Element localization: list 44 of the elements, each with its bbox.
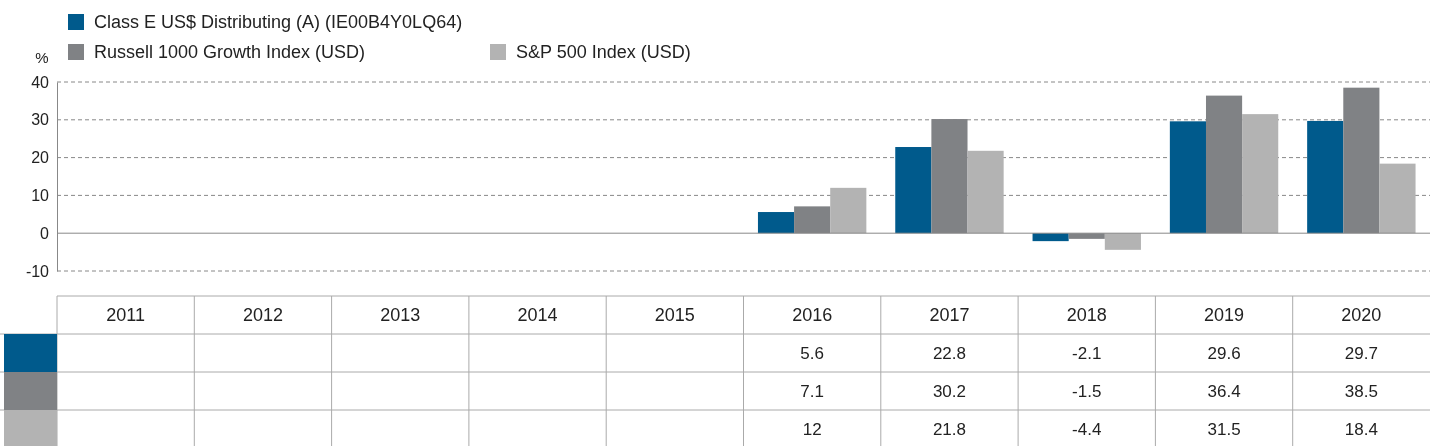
data-label: -4.4 bbox=[1072, 420, 1102, 439]
bar bbox=[1242, 114, 1279, 234]
bar bbox=[757, 212, 795, 234]
x-tick-label: 2016 bbox=[792, 305, 833, 325]
data-label: 21.8 bbox=[932, 420, 966, 439]
bar bbox=[1104, 233, 1141, 250]
bar bbox=[830, 187, 867, 234]
y-tick-label: 10 bbox=[31, 187, 50, 205]
bar bbox=[895, 147, 932, 234]
legend-label: Russell 1000 Growth Index (USD) bbox=[94, 42, 366, 62]
y-tick-label: 20 bbox=[31, 149, 50, 167]
data-label: 31.5 bbox=[1207, 420, 1241, 439]
bar bbox=[1169, 121, 1206, 234]
x-tick-label: 2014 bbox=[517, 305, 558, 325]
y-tick-label: 0 bbox=[40, 224, 50, 242]
x-tick-label: 2019 bbox=[1204, 305, 1245, 325]
y-axis-title: % bbox=[35, 49, 49, 66]
bar bbox=[1379, 163, 1416, 234]
data-label: -1.5 bbox=[1072, 382, 1102, 401]
x-tick-label: 2015 bbox=[654, 305, 695, 325]
data-label: 18.4 bbox=[1344, 420, 1378, 439]
data-label: 7.1 bbox=[800, 382, 824, 401]
data-label: 29.6 bbox=[1207, 344, 1241, 363]
legend-label: S&P 500 Index (USD) bbox=[516, 42, 691, 62]
x-tick-label: 2012 bbox=[242, 305, 283, 325]
data-label: 36.4 bbox=[1207, 382, 1241, 401]
data-label: 12 bbox=[802, 420, 822, 439]
x-tick-label: 2013 bbox=[380, 305, 421, 325]
data-label: 29.7 bbox=[1344, 344, 1378, 363]
data-label: 30.2 bbox=[932, 382, 966, 401]
x-tick-label: 2017 bbox=[929, 305, 970, 325]
legend-label: Class E US$ Distributing (A) (IE00B4Y0LQ64) bbox=[94, 12, 463, 32]
data-label: 22.8 bbox=[932, 344, 966, 363]
data-label: -2.1 bbox=[1072, 344, 1102, 363]
bar bbox=[1307, 120, 1344, 234]
x-tick-label: 2011 bbox=[106, 305, 146, 325]
data-label: 38.5 bbox=[1344, 382, 1378, 401]
y-tick-label: 30 bbox=[31, 111, 50, 129]
bar bbox=[967, 150, 1004, 234]
data-label: 5.6 bbox=[800, 344, 824, 363]
y-tick-label: 40 bbox=[31, 73, 50, 91]
x-tick-label: 2020 bbox=[1341, 305, 1382, 325]
x-tick-label: 2018 bbox=[1066, 305, 1107, 325]
y-tick-label: -10 bbox=[25, 262, 50, 280]
